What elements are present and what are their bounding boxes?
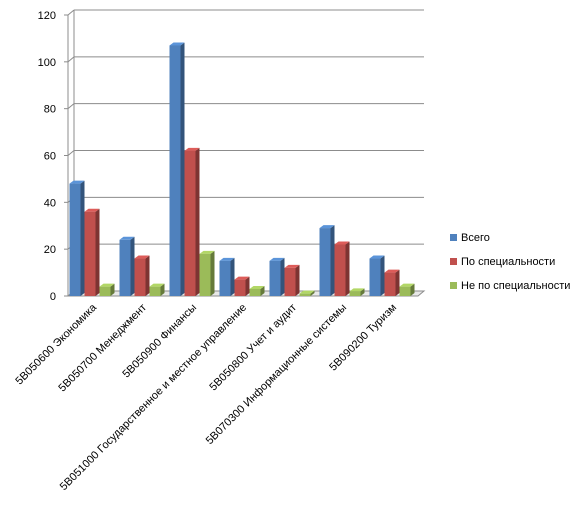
y-tick-label: 40 bbox=[44, 197, 56, 209]
legend-swatch bbox=[450, 282, 457, 289]
bar-side bbox=[260, 285, 265, 296]
bar bbox=[119, 239, 131, 296]
bar-top bbox=[119, 236, 135, 240]
legend: Всего По специальности Не по специальности bbox=[450, 232, 570, 292]
bar-side bbox=[80, 180, 85, 296]
bar bbox=[249, 288, 261, 296]
bar-top bbox=[169, 42, 185, 46]
bar-side bbox=[95, 208, 100, 296]
bar bbox=[199, 253, 211, 296]
bar-side bbox=[230, 257, 235, 296]
bar-side bbox=[145, 255, 150, 296]
y-tick-label: 120 bbox=[38, 10, 56, 22]
bar-top bbox=[219, 257, 235, 261]
bar-top bbox=[284, 264, 300, 268]
bar-side bbox=[345, 241, 350, 296]
bar-side bbox=[295, 264, 300, 296]
bar bbox=[134, 258, 146, 296]
bar-top bbox=[299, 290, 315, 294]
bar-side bbox=[210, 250, 215, 296]
bar bbox=[149, 286, 161, 296]
bar-side bbox=[395, 269, 400, 296]
x-tick-label: 5В050600 Экономика bbox=[13, 301, 99, 387]
gridline-depth bbox=[67, 56, 75, 63]
bar bbox=[349, 291, 361, 296]
bar-top bbox=[249, 285, 265, 289]
bar-side bbox=[195, 147, 200, 296]
bar bbox=[299, 293, 311, 296]
y-tick-label: 100 bbox=[38, 57, 56, 69]
bar-side bbox=[330, 225, 335, 296]
bar-top bbox=[369, 255, 385, 259]
y-tick-label: 20 bbox=[44, 244, 56, 256]
bar-top bbox=[319, 225, 335, 229]
bar-side bbox=[360, 288, 365, 296]
bar bbox=[169, 45, 181, 296]
x-tick-label: 5В050800 Учет и аудит bbox=[207, 302, 299, 394]
bar-top bbox=[234, 276, 250, 280]
bar-top bbox=[334, 241, 350, 245]
y-tick-label: 0 bbox=[50, 291, 56, 303]
bar-top bbox=[149, 283, 165, 287]
bar bbox=[84, 211, 96, 296]
bar-side bbox=[110, 283, 115, 296]
bar bbox=[384, 272, 396, 296]
bar bbox=[219, 260, 231, 296]
bar bbox=[184, 150, 196, 296]
gridline-depth bbox=[67, 103, 75, 110]
bar bbox=[234, 279, 246, 296]
bar-side bbox=[245, 276, 250, 296]
bar-side bbox=[310, 290, 315, 296]
bar bbox=[319, 228, 331, 296]
bar-top bbox=[199, 250, 215, 254]
bar bbox=[399, 286, 411, 296]
bar-side bbox=[410, 283, 415, 296]
bar-top bbox=[99, 283, 115, 287]
bar-top bbox=[384, 269, 400, 273]
x-tick-label: 5В051000 Государственное и местное управ… bbox=[58, 302, 249, 493]
bar-top bbox=[399, 283, 415, 287]
legend-label: По специальности bbox=[461, 256, 555, 268]
bar bbox=[369, 258, 381, 296]
bar bbox=[334, 244, 346, 296]
y-tick-label: 80 bbox=[44, 104, 56, 116]
legend-swatch bbox=[450, 258, 457, 265]
gridline-depth bbox=[67, 9, 75, 16]
bar bbox=[269, 260, 281, 296]
bar-side bbox=[130, 236, 135, 296]
bar bbox=[99, 286, 111, 296]
bars bbox=[69, 42, 415, 296]
legend-label: Всего bbox=[461, 232, 490, 244]
bar-side bbox=[160, 283, 165, 296]
bar-top bbox=[349, 288, 365, 292]
bar-top bbox=[69, 180, 85, 184]
bar bbox=[69, 183, 81, 296]
legend-swatch bbox=[450, 234, 457, 241]
bar-side bbox=[380, 255, 385, 296]
legend-label: Не по специальности bbox=[461, 280, 570, 292]
gridline-depth bbox=[67, 150, 75, 156]
bar-side bbox=[280, 257, 285, 296]
bar bbox=[284, 267, 296, 296]
bar-side bbox=[180, 42, 185, 296]
bar-top bbox=[134, 255, 150, 259]
bar-top bbox=[84, 208, 100, 212]
bar-top bbox=[269, 257, 285, 261]
x-tick-label: 5В050700 Менеджмент bbox=[56, 302, 149, 395]
y-tick-label: 60 bbox=[44, 151, 56, 163]
bar-top bbox=[184, 147, 200, 151]
